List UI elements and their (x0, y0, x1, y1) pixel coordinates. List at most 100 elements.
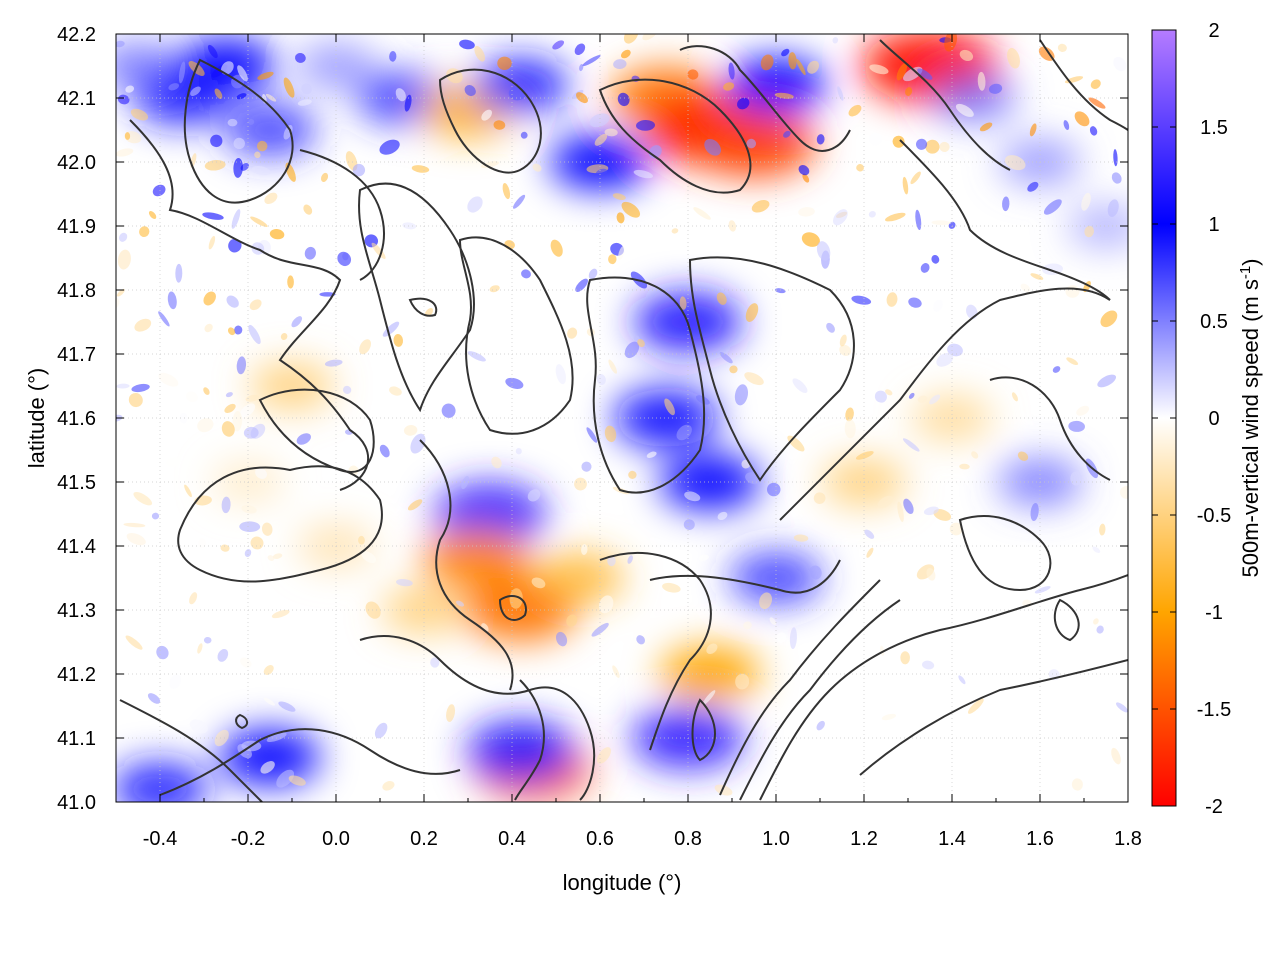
heatmap-streak (197, 418, 214, 433)
heatmap-streak (886, 292, 898, 307)
contour-line (586, 276, 706, 494)
heatmap-streak (902, 176, 909, 195)
heatmap-cell (726, 57, 826, 114)
heatmap-cell (422, 528, 531, 589)
heatmap-streak (902, 438, 920, 452)
heatmap-streak (698, 554, 709, 561)
heatmap-cell (434, 483, 546, 545)
heatmap-streak (728, 62, 735, 80)
heatmap-streak (588, 268, 598, 280)
heatmap-streak (287, 275, 294, 289)
heatmap-streak (203, 636, 212, 644)
colorbar: 2 1.5 1 0.5 0 -0.5 -1 -1.5 -2 500m-vertical wind… (1151, 20, 1263, 818)
contour-line (183, 58, 294, 204)
heatmap-streak (179, 412, 188, 424)
heatmap-streak (869, 64, 889, 75)
heatmap-streak (574, 43, 586, 56)
heatmap-streak (745, 303, 759, 322)
heatmap-streak (908, 297, 922, 308)
contour-line (1039, 39, 1128, 131)
heatmap-streak (1066, 357, 1079, 366)
x-tick-label: 0.8 (674, 828, 702, 850)
contour-line (899, 139, 1111, 301)
heatmap-streak (1043, 199, 1062, 215)
heatmap-streak (923, 506, 939, 516)
heatmap-streak (255, 467, 267, 479)
heatmap-streak (719, 351, 733, 364)
contour-line (159, 728, 461, 796)
heatmap-streak (359, 339, 371, 355)
heatmap-streak (297, 99, 312, 106)
heatmap-streak (796, 58, 806, 76)
contour-line (719, 579, 881, 796)
heatmap-streak (714, 784, 733, 796)
y-tick-label: 41.5 (57, 472, 96, 494)
heatmap-streak (244, 549, 252, 558)
heatmap-streak (704, 138, 721, 156)
heatmap-streak (575, 278, 588, 292)
heatmap-streak (856, 164, 864, 172)
heatmap-streak (550, 239, 563, 257)
x-axis-label: longitude (°) (563, 870, 682, 895)
heatmap-cell (116, 762, 208, 802)
heatmap-streak (228, 238, 242, 253)
heatmap-streak (459, 39, 475, 50)
heatmap-streak (130, 108, 149, 121)
y-tick-label: 41.6 (57, 408, 96, 430)
contour-line (359, 635, 596, 801)
heatmap-streak (203, 291, 216, 306)
heatmap-streak (693, 207, 711, 220)
heatmap-streak (233, 137, 245, 150)
heatmap-streak (531, 577, 546, 589)
heatmap-streak (139, 226, 150, 238)
heatmap-streak (1030, 502, 1039, 522)
heatmap-streak (839, 334, 847, 347)
heatmap-streak (959, 49, 974, 62)
heatmap-streak (885, 389, 893, 396)
y-tick-label: 42.1 (57, 88, 96, 110)
heatmap-streak (717, 511, 728, 521)
heatmap-streak (324, 359, 343, 367)
heatmap-streak (801, 232, 820, 247)
heatmap-streak (527, 489, 541, 502)
heatmap-streak (783, 130, 791, 138)
heatmap-field (116, 34, 1128, 802)
heatmap-streak (881, 713, 897, 721)
heatmap-streak (158, 311, 170, 327)
heatmap-streak (116, 40, 125, 48)
heatmap-streak (505, 377, 524, 389)
x-axis: -0.4 -0.2 0.0 0.2 0.4 0.6 0.8 1.0 1.2 1.4 1.6 1.8 (115, 34, 1142, 850)
contour-line (419, 439, 514, 691)
heatmap-streak (402, 222, 417, 230)
contour-line (691, 698, 716, 762)
heatmap-streak (1113, 56, 1127, 72)
heatmap-streak (152, 184, 166, 197)
heatmap-streak (272, 553, 283, 559)
heatmap-streak (759, 592, 772, 610)
heatmap-streak (792, 378, 808, 393)
heatmap-streak (493, 120, 506, 130)
heatmap-streak (616, 212, 625, 224)
heatmap-streak (788, 52, 797, 70)
heatmap-streak (844, 419, 856, 439)
heatmap-streak (832, 37, 839, 44)
heatmap-streak (441, 403, 456, 418)
heatmap-streak (217, 649, 229, 662)
contour-line (679, 45, 851, 152)
heatmap-streak (1096, 625, 1104, 634)
heatmap-streak (809, 565, 822, 580)
heatmap-streak (263, 665, 274, 676)
heatmap-streak (866, 547, 874, 558)
heatmap-streak (706, 643, 718, 654)
heatmap-streak (967, 698, 984, 714)
heatmap-streak (623, 34, 639, 44)
heatmap-streak (591, 622, 609, 637)
heatmap-streak (250, 216, 268, 228)
heatmap-streak (221, 496, 231, 514)
x-tick-label: 1.4 (938, 828, 966, 850)
heatmap-streak (491, 456, 502, 469)
heatmap-streak (295, 52, 306, 63)
heatmap-streak (915, 209, 922, 231)
colorbar-tick-label: 0.5 (1200, 311, 1228, 333)
heatmap-streak (933, 509, 952, 521)
